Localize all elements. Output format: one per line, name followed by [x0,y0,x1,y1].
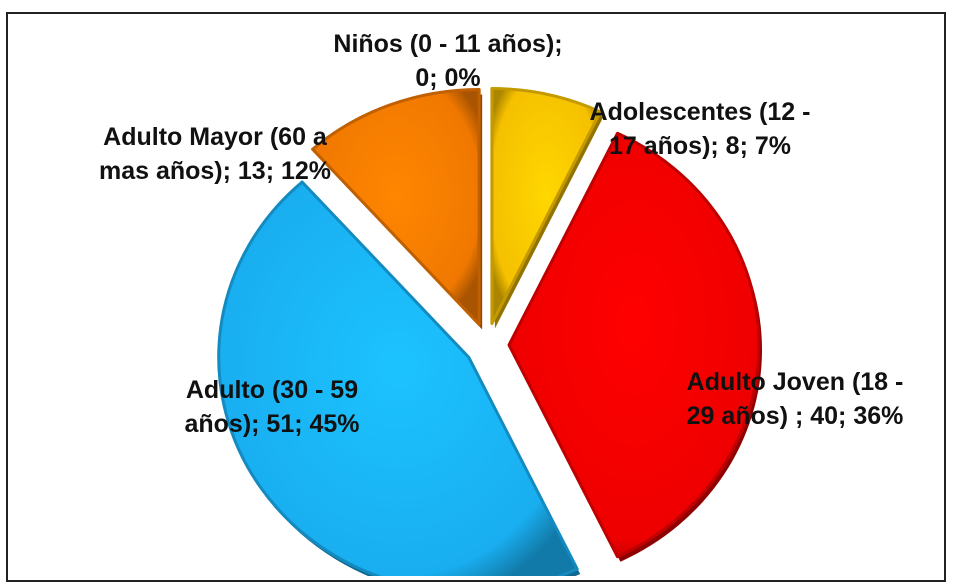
slice-0-label-line: Niños (0 - 11 años); [333,30,562,58]
pie-slices [217,87,762,576]
slice-4-label-line: Adulto Mayor (60 a [103,123,328,151]
slice-0-label: Niños (0 - 11 años); 0; 0% [333,30,562,92]
slice-2-label-line: 29 años) ; 40; 36% [687,402,904,430]
slice-2-label: Adulto Joven (18 - 29 años) ; 40; 36% [687,368,904,430]
slice-1-label: Adolescentes (12 - 17 años); 8; 7% [590,98,811,160]
slice-3 [217,180,579,576]
slice-0-label-line: 0; 0% [415,64,480,92]
slice-3-label-line: Adulto (30 - 59 [186,376,358,404]
pie-labels: Niños (0 - 11 años); 0; 0% Adolescentes (1… [99,30,903,438]
slice-1-label-line: 17 años); 8; 7% [609,132,791,160]
slice-2 [507,131,761,559]
slice-4-label: Adulto Mayor (60 a mas años); 13; 12% [99,123,331,185]
slice-4 [311,87,481,326]
slice-4-label-line: mas años); 13; 12% [99,157,331,185]
slice-1-label-line: Adolescentes (12 - [590,98,811,126]
slice-3-label: Adulto (30 - 59 años); 51; 45% [184,376,359,438]
slice-3-label-line: años); 51; 45% [184,410,359,438]
slice-2-label-line: Adulto Joven (18 - [687,368,904,396]
slice-1 [490,87,602,326]
